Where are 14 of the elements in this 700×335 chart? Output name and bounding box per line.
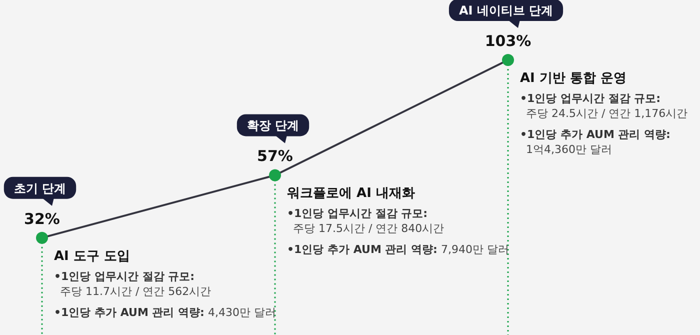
text: AI 도구 도입 bbox=[54, 248, 130, 264]
text: •1인당 업무시간 절감 규모: 주당 11.7시간 / 연간 562시간 bbox=[54, 270, 212, 298]
annotation: AI 기반 통합 운영 bbox=[520, 71, 626, 86]
annotation: 초기 단계 bbox=[14, 181, 66, 196]
annotation: 확장 단계 bbox=[246, 118, 300, 133]
annotation: •1인당 업무시간 절감 규모: 주당 17.5시간 / 연간 840시간 bbox=[287, 207, 444, 236]
text: •1인당 추가 AUM 관리 역량: 7,940만 달러 bbox=[287, 243, 509, 256]
data-label: 32% bbox=[24, 210, 60, 228]
data-label: 103% bbox=[484, 32, 532, 50]
text: •1인당 추가 AUM 관리 역량: 4,430만 달러 bbox=[54, 306, 276, 319]
data-label: 57% bbox=[257, 147, 293, 166]
annotation: •1인당 추가 AUM 관리 역량: 1억4,360만 달러 bbox=[520, 128, 670, 156]
annotation: 워크플로에 AI 내재화 bbox=[287, 186, 415, 202]
annotation: •1인당 업무시간 절감 규모: 주당 24.5시간 / 연간 1,176시간 bbox=[520, 92, 688, 120]
